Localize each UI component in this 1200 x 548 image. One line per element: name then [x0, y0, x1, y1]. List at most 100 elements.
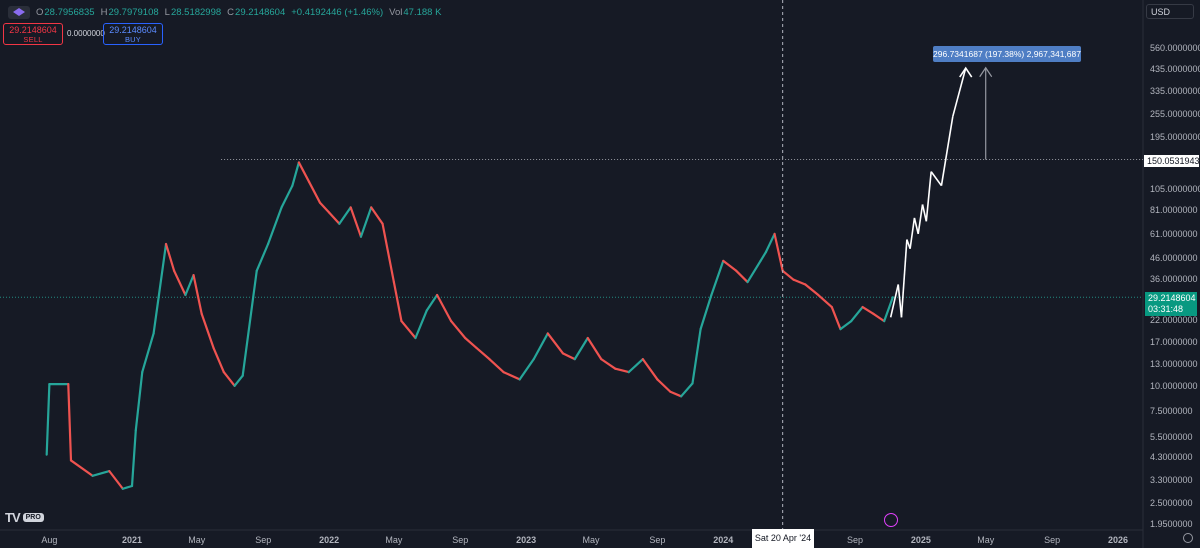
price-segment: [233, 374, 244, 387]
time-tick-label: Sep: [847, 535, 864, 545]
projection-segment: [889, 284, 900, 318]
buy-button[interactable]: 29.2148604 BUY: [103, 23, 163, 45]
legend-low-value: 28.5182998: [170, 6, 222, 18]
price-tick-label: 3.3000000: [1150, 474, 1193, 485]
price-segment: [669, 390, 683, 398]
price-segment: [600, 358, 617, 370]
price-segment: [764, 232, 776, 254]
price-tick-label: 2.5000000: [1150, 498, 1193, 509]
pro-badge: PRO: [22, 513, 44, 522]
price-segment: [291, 161, 300, 187]
price-segment: [349, 206, 363, 238]
settings-gear-icon[interactable]: [1183, 533, 1193, 543]
price-segment: [381, 222, 395, 284]
level-price-label: 150.0531943: [1144, 155, 1200, 167]
price-segment: [546, 332, 565, 355]
time-tick-label: May: [582, 535, 600, 545]
price-tick-label: 4.3000000: [1150, 452, 1193, 463]
time-tick-label: Sep: [452, 535, 469, 545]
price-segment: [91, 470, 111, 477]
legend-low: L28.5182998: [165, 7, 222, 18]
price-segment: [280, 184, 294, 209]
price-segment: [435, 293, 453, 323]
legend-close: C29.2148604: [227, 7, 285, 18]
price-segment: [722, 259, 738, 272]
price-segment: [222, 371, 236, 387]
price-segment: [475, 346, 491, 361]
price-tick-label: 255.0000000: [1150, 108, 1200, 119]
price-segment: [839, 320, 853, 331]
crosshair-date-label: Sat 20 Apr '24: [752, 529, 814, 548]
price-segment: [392, 280, 403, 323]
price-segment: [710, 259, 725, 297]
price-segment: [872, 312, 886, 323]
tradingview-logo-icon[interactable]: TV PRO: [5, 510, 44, 525]
tv-mark: TV: [5, 510, 21, 525]
price-segment: [680, 382, 694, 398]
countdown-timer: 03:31:48: [1148, 304, 1184, 314]
legend-high-value: 29.7979108: [108, 6, 159, 18]
price-segment: [691, 328, 702, 385]
legend-open-label: O: [36, 6, 44, 18]
price-segment: [450, 320, 467, 340]
price-segment: [830, 305, 842, 331]
current-price-value: 29.2148604: [1148, 293, 1196, 303]
projection-segment: [909, 217, 916, 249]
sell-price: 29.2148604: [9, 25, 57, 35]
price-segment: [192, 274, 203, 315]
price-segment: [773, 232, 784, 272]
legend-high: H29.7979108: [101, 7, 159, 18]
price-segment: [627, 358, 644, 374]
legend-high-label: H: [100, 6, 108, 18]
currency-selector[interactable]: USD: [1146, 4, 1194, 19]
projection-segment: [940, 116, 954, 186]
time-tick-label: Sep: [649, 535, 666, 545]
price-segment: [45, 383, 51, 456]
price-tick-label: 22.0000000: [1150, 315, 1198, 326]
projection-segment: [921, 204, 928, 222]
measure-label[interactable]: 296.7341687 (197.38%) 2,967,341,687: [933, 46, 1081, 62]
flash-icon[interactable]: [884, 513, 898, 527]
price-segment: [746, 259, 762, 284]
projection-segment: [930, 171, 943, 187]
projection-segment: [913, 217, 919, 235]
time-tick-label: 2026: [1107, 535, 1129, 545]
legend-change: +0.4192446 (+1.46%): [291, 6, 384, 18]
price-segment: [200, 312, 215, 350]
price-tick-label: 10.0000000: [1150, 381, 1198, 392]
sell-button[interactable]: 29.2148604 SELL: [3, 23, 63, 45]
buy-price: 29.2148604: [109, 25, 157, 35]
legend-low-label: L: [164, 6, 170, 18]
price-tick-label: 17.0000000: [1150, 336, 1198, 347]
price-segment: [861, 305, 875, 315]
time-tick-label: Sep: [255, 535, 272, 545]
price-segment: [241, 269, 258, 377]
time-tick-label: May: [385, 535, 403, 545]
price-segment: [464, 336, 478, 350]
time-tick-label: May: [977, 535, 995, 545]
measure-arrowhead: [979, 66, 993, 78]
price-segment: [614, 367, 630, 374]
price-segment: [152, 242, 168, 335]
legend-volume-label: Vol: [389, 6, 403, 18]
price-segment: [792, 278, 807, 286]
price-segment: [425, 293, 439, 312]
projection-segment: [897, 284, 903, 318]
price-segment: [699, 293, 713, 331]
price-segment: [327, 211, 341, 225]
symbol-logo-icon[interactable]: [8, 5, 30, 19]
price-segment: [370, 206, 384, 225]
price-segment: [414, 309, 428, 340]
legend-open-value: 28.7956835: [44, 6, 95, 18]
projection-segment: [925, 171, 932, 222]
price-segment: [573, 336, 589, 361]
projection-segment: [951, 67, 967, 117]
legend-close-value: 29.2148604: [235, 6, 286, 18]
price-segment: [532, 332, 549, 361]
legend-volume-value: 47.188 K: [403, 6, 442, 18]
price-segment: [108, 470, 124, 490]
price-segment: [735, 269, 749, 284]
spread-value: 0.0000000: [67, 29, 105, 38]
price-tick-label: 36.0000000: [1150, 273, 1198, 284]
